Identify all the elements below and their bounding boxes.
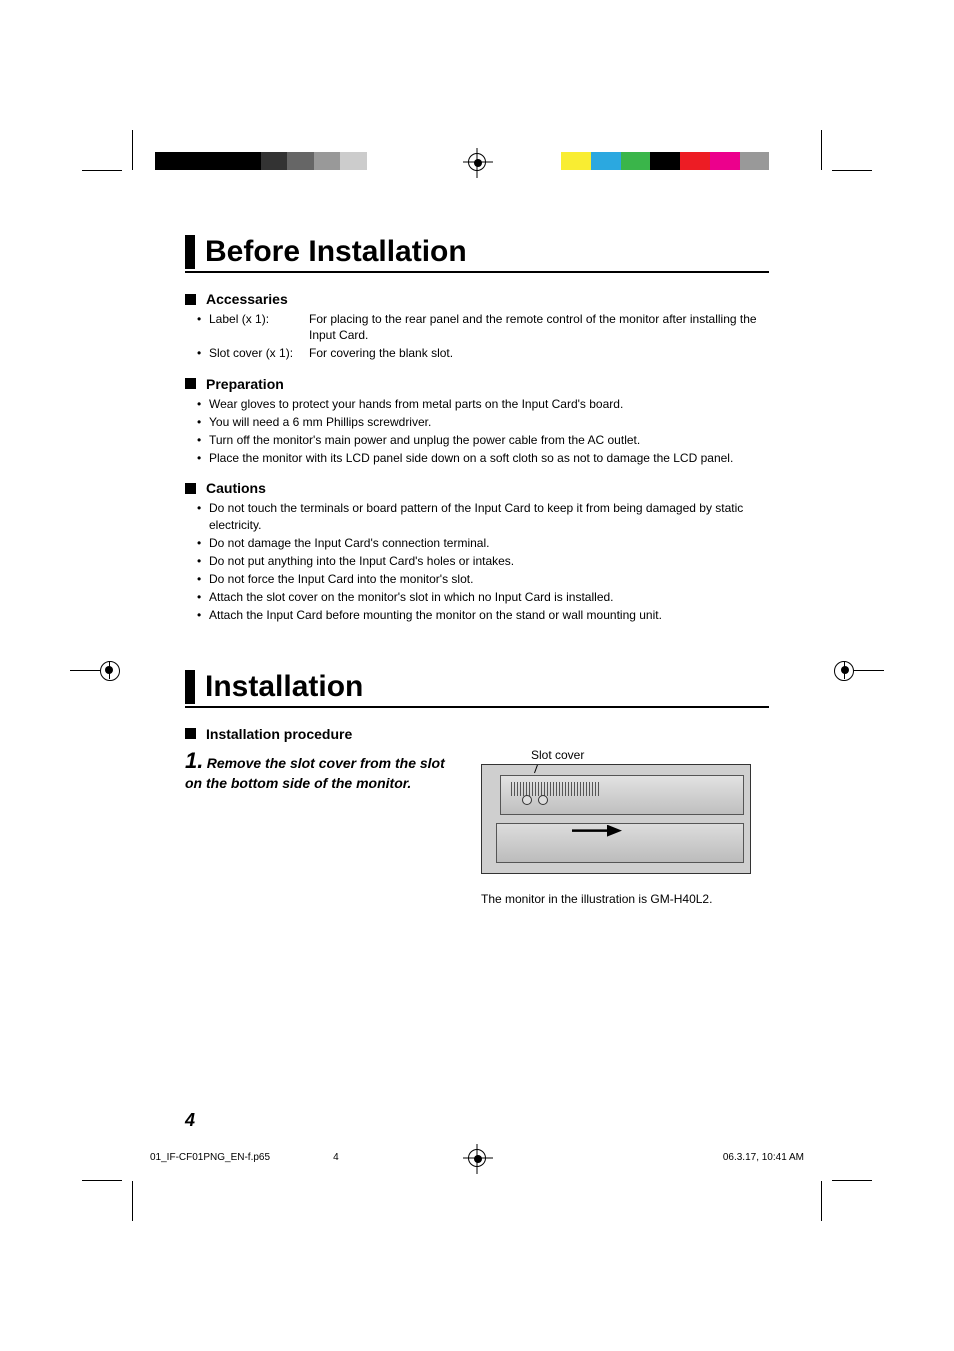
registration-mark-icon	[468, 153, 486, 171]
list-item: Attach the slot cover on the monitor's s…	[197, 589, 769, 605]
illustration-caption: The monitor in the illustration is GM-H4…	[481, 892, 769, 906]
install-step-1: 1. Remove the slot cover from the slot o…	[185, 748, 769, 906]
section-accessaries: Accessaries	[185, 291, 769, 307]
illustration-block: Slot cover The monitor in the illustrati…	[481, 748, 769, 906]
step-instruction: Remove the slot cover from the slot on t…	[185, 755, 445, 791]
color-swatch	[208, 152, 234, 170]
page-number: 4	[185, 1110, 195, 1131]
color-swatch	[769, 152, 799, 170]
list-item: Label (x 1):For placing to the rear pane…	[197, 311, 769, 343]
crop-mark	[132, 130, 133, 170]
list-item: Turn off the monitor's main power and un…	[197, 432, 769, 448]
list-item: Do not put anything into the Input Card'…	[197, 553, 769, 569]
color-swatch	[561, 152, 591, 170]
section-preparation: Preparation	[185, 376, 769, 392]
definition-value: For placing to the rear panel and the re…	[309, 311, 769, 343]
color-bar-right	[561, 152, 799, 170]
list-item: Slot cover (x 1):For covering the blank …	[197, 345, 769, 361]
definition-value: For covering the blank slot.	[309, 345, 769, 361]
page-content: Before Installation Accessaries Label (x…	[185, 235, 769, 906]
step-text-block: 1. Remove the slot cover from the slot o…	[185, 748, 455, 792]
crop-mark	[832, 1180, 872, 1181]
section-label: Preparation	[206, 376, 284, 392]
section-label: Accessaries	[206, 291, 288, 307]
color-swatch	[287, 152, 313, 170]
section-label: Cautions	[206, 480, 266, 496]
registration-mark-icon	[70, 670, 100, 671]
list-item: Wear gloves to protect your hands from m…	[197, 396, 769, 412]
preparation-list: Wear gloves to protect your hands from m…	[185, 396, 769, 467]
color-swatch	[740, 152, 770, 170]
color-swatch	[340, 152, 366, 170]
section-cautions: Cautions	[185, 480, 769, 496]
definition-key: Label (x 1):	[209, 311, 309, 343]
list-item: You will need a 6 mm Phillips screwdrive…	[197, 414, 769, 430]
section-label: Installation procedure	[206, 726, 352, 742]
list-item: Do not damage the Input Card's connectio…	[197, 535, 769, 551]
color-swatch	[591, 152, 621, 170]
crop-mark	[832, 170, 872, 171]
color-swatch	[261, 152, 287, 170]
color-swatch	[650, 152, 680, 170]
crop-mark	[821, 130, 822, 170]
definition-key: Slot cover (x 1):	[209, 345, 309, 361]
footer-timestamp: 06.3.17, 10:41 AM	[723, 1152, 804, 1163]
registration-mark-icon	[854, 670, 884, 671]
list-item: Place the monitor with its LCD panel sid…	[197, 450, 769, 466]
color-swatch	[367, 152, 393, 170]
color-swatch	[234, 152, 260, 170]
color-swatch	[181, 152, 207, 170]
list-item: Attach the Input Card before mounting th…	[197, 607, 769, 623]
heading-before-installation: Before Installation	[185, 235, 769, 269]
cautions-list: Do not touch the terminals or board patt…	[185, 500, 769, 623]
list-item: Do not touch the terminals or board patt…	[197, 500, 769, 532]
color-swatch	[680, 152, 710, 170]
color-swatch	[621, 152, 651, 170]
list-item: Do not force the Input Card into the mon…	[197, 571, 769, 587]
crop-mark	[82, 1180, 122, 1181]
section-install-procedure: Installation procedure	[185, 726, 769, 742]
heading-rule	[185, 706, 769, 708]
footer: 01_IF-CF01PNG_EN-f.p65 4 06.3.17, 10:41 …	[150, 1152, 804, 1163]
accessaries-list: Label (x 1):For placing to the rear pane…	[185, 311, 769, 362]
heading-rule	[185, 271, 769, 273]
heading-installation: Installation	[185, 670, 769, 704]
monitor-illustration-icon	[481, 764, 751, 874]
crop-mark	[821, 1181, 822, 1221]
crop-mark	[132, 1181, 133, 1221]
footer-file: 01_IF-CF01PNG_EN-f.p65	[150, 1152, 270, 1163]
crop-mark	[82, 170, 122, 171]
color-swatch	[155, 152, 181, 170]
illustration-callout: Slot cover	[531, 748, 769, 762]
color-bar-left	[155, 152, 393, 170]
step-number: 1.	[185, 748, 203, 773]
color-swatch	[314, 152, 340, 170]
color-swatch	[710, 152, 740, 170]
footer-page: 4	[333, 1152, 339, 1163]
